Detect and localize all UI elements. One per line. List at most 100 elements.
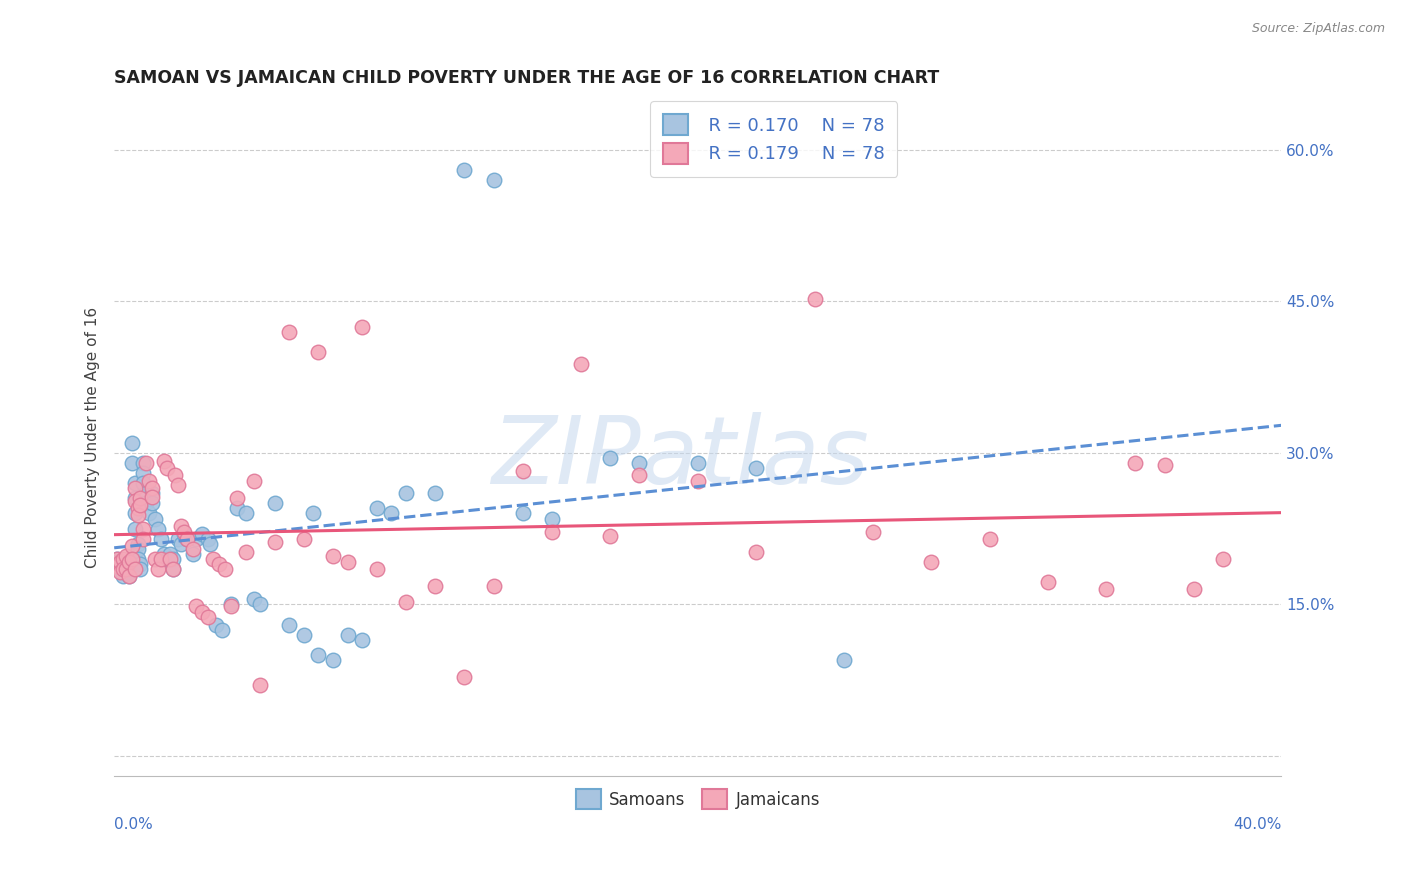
Point xyxy=(167,478,190,492)
Point xyxy=(214,562,236,576)
Point xyxy=(190,606,212,620)
Point xyxy=(366,501,388,516)
Point xyxy=(541,511,564,525)
Point xyxy=(141,486,163,500)
Point xyxy=(1212,552,1234,566)
Point xyxy=(162,562,184,576)
Point xyxy=(425,486,447,500)
Point xyxy=(380,507,402,521)
Point xyxy=(111,562,134,576)
Point xyxy=(124,507,146,521)
Point xyxy=(425,579,447,593)
Point xyxy=(115,557,138,571)
Point xyxy=(920,555,942,569)
Point xyxy=(159,547,181,561)
Point xyxy=(184,599,207,614)
Point xyxy=(1153,458,1175,472)
Point xyxy=(482,579,505,593)
Point xyxy=(352,632,374,647)
Point xyxy=(111,552,134,566)
Point xyxy=(1036,575,1059,590)
Point xyxy=(307,648,329,662)
Y-axis label: Child Poverty Under the Age of 16: Child Poverty Under the Age of 16 xyxy=(86,307,100,568)
Point xyxy=(141,491,163,505)
Point xyxy=(108,559,131,574)
Point xyxy=(152,547,174,561)
Point xyxy=(225,501,247,516)
Point xyxy=(129,499,152,513)
Point xyxy=(322,653,344,667)
Point xyxy=(121,552,143,566)
Point xyxy=(979,532,1001,546)
Point xyxy=(129,557,152,571)
Point xyxy=(118,562,141,576)
Point xyxy=(170,537,193,551)
Point xyxy=(162,562,184,576)
Point xyxy=(197,609,219,624)
Point xyxy=(105,552,128,566)
Point xyxy=(162,552,184,566)
Point xyxy=(132,456,155,470)
Point xyxy=(512,464,534,478)
Point xyxy=(862,524,884,539)
Point xyxy=(124,562,146,576)
Point xyxy=(366,562,388,576)
Point xyxy=(243,474,266,488)
Point xyxy=(124,522,146,536)
Point xyxy=(127,552,149,566)
Point xyxy=(235,545,257,559)
Point xyxy=(156,461,179,475)
Point xyxy=(292,628,315,642)
Point xyxy=(176,532,198,546)
Point xyxy=(105,555,128,569)
Text: ZIPatlas: ZIPatlas xyxy=(491,412,869,503)
Point xyxy=(105,552,128,566)
Point xyxy=(208,557,231,571)
Text: SAMOAN VS JAMAICAN CHILD POVERTY UNDER THE AGE OF 16 CORRELATION CHART: SAMOAN VS JAMAICAN CHILD POVERTY UNDER T… xyxy=(114,69,939,87)
Point xyxy=(111,562,134,576)
Point xyxy=(803,292,825,306)
Point xyxy=(115,549,138,563)
Point xyxy=(115,562,138,576)
Point xyxy=(127,501,149,516)
Point xyxy=(132,532,155,546)
Point xyxy=(121,456,143,470)
Point xyxy=(167,532,190,546)
Point xyxy=(135,496,157,510)
Point xyxy=(1125,456,1147,470)
Point xyxy=(569,357,592,371)
Point xyxy=(176,532,198,546)
Point xyxy=(143,511,166,525)
Point xyxy=(686,474,709,488)
Point xyxy=(111,565,134,579)
Point xyxy=(249,598,271,612)
Point xyxy=(336,555,359,569)
Point xyxy=(219,599,242,614)
Point xyxy=(149,552,172,566)
Point xyxy=(138,507,160,521)
Point xyxy=(124,476,146,491)
Point xyxy=(105,559,128,574)
Point xyxy=(322,549,344,563)
Point xyxy=(235,507,257,521)
Point xyxy=(541,524,564,539)
Point xyxy=(292,532,315,546)
Point xyxy=(219,598,242,612)
Point xyxy=(453,162,475,177)
Point xyxy=(127,537,149,551)
Point xyxy=(127,541,149,556)
Point xyxy=(173,524,195,539)
Point xyxy=(181,547,204,561)
Point xyxy=(453,670,475,684)
Point xyxy=(278,325,301,339)
Point xyxy=(512,507,534,521)
Point xyxy=(170,518,193,533)
Legend: Samoans, Jamaicans: Samoans, Jamaicans xyxy=(565,780,830,819)
Point xyxy=(129,562,152,576)
Point xyxy=(132,466,155,480)
Point xyxy=(135,486,157,500)
Point xyxy=(202,552,225,566)
Point xyxy=(336,628,359,642)
Point xyxy=(127,508,149,523)
Point xyxy=(599,529,621,543)
